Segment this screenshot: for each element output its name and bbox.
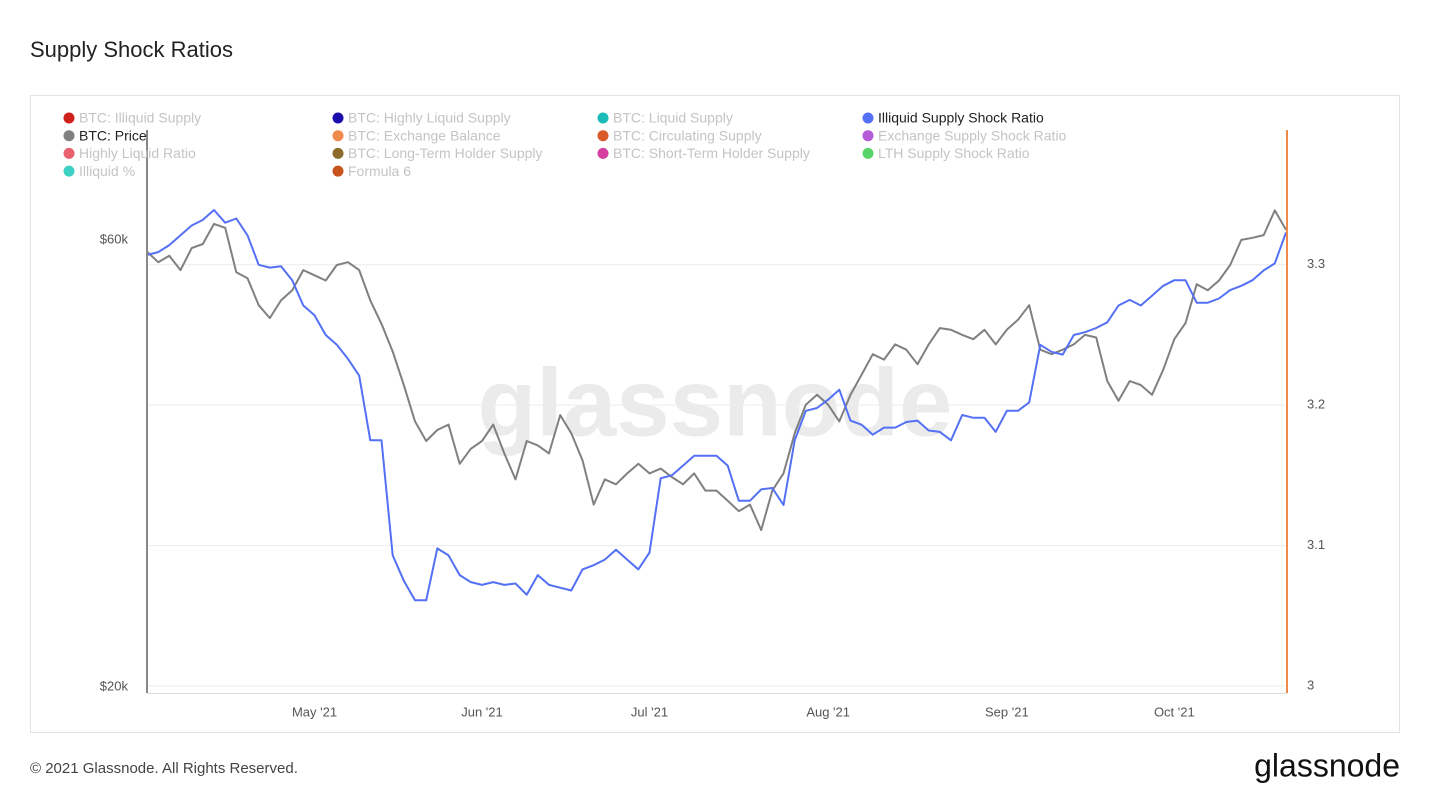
legend-swatch [862, 147, 874, 159]
legend-label: BTC: Price [79, 127, 147, 143]
x-tick-label: Sep '21 [985, 704, 1029, 719]
legend-swatch [63, 165, 75, 177]
legend-label: Illiquid Supply Shock Ratio [878, 110, 1044, 126]
x-tick-label: Aug '21 [806, 704, 850, 719]
legend-swatch [63, 130, 75, 142]
legend-label: Highly Liquid Ratio [79, 145, 196, 161]
y2-tick-label: 3.3 [1307, 256, 1325, 271]
legend-label: BTC: Illiquid Supply [79, 110, 201, 126]
legend-label: LTH Supply Shock Ratio [878, 145, 1030, 161]
y2-tick-label: 3 [1307, 677, 1314, 692]
legend-swatch [597, 130, 609, 142]
logo: glassnode [1254, 747, 1400, 783]
y2-tick-label: 3.2 [1307, 397, 1325, 412]
chart-title: Supply Shock Ratios [30, 37, 233, 62]
legend-swatch [597, 112, 609, 124]
legend-swatch [332, 165, 344, 177]
x-tick-label: Jun '21 [461, 704, 503, 719]
x-tick-label: May '21 [292, 704, 337, 719]
y2-tick-label: 3.1 [1307, 537, 1325, 552]
legend-swatch [332, 112, 344, 124]
watermark: glassnode [478, 349, 953, 456]
x-tick-label: Jul '21 [631, 704, 668, 719]
legend-label: BTC: Highly Liquid Supply [348, 110, 511, 126]
series-line [146, 209, 1287, 532]
legend-swatch [63, 147, 75, 159]
legend-swatch [862, 130, 874, 142]
legend-swatch [332, 130, 344, 142]
legend-label: BTC: Long-Term Holder Supply [348, 145, 543, 161]
copyright: © 2021 Glassnode. All Rights Reserved. [30, 760, 298, 777]
legend-label: Formula 6 [348, 163, 411, 179]
legend-label: BTC: Circulating Supply [613, 127, 762, 143]
y-tick-label: $60k [100, 231, 129, 246]
legend-swatch [63, 112, 75, 124]
legend-label: Exchange Supply Shock Ratio [878, 127, 1067, 143]
legend-label: BTC: Exchange Balance [348, 127, 501, 143]
legend-swatch [597, 147, 609, 159]
legend-label: BTC: Liquid Supply [613, 110, 733, 126]
series-line [146, 209, 1287, 602]
legend-label: BTC: Short-Term Holder Supply [613, 145, 810, 161]
x-tick-label: Oct '21 [1154, 704, 1195, 719]
legend-swatch [332, 147, 344, 159]
legend-label: Illiquid % [79, 163, 135, 179]
legend-swatch [862, 112, 874, 124]
y-tick-label: $20k [100, 678, 129, 693]
chart-frame [30, 95, 1400, 733]
